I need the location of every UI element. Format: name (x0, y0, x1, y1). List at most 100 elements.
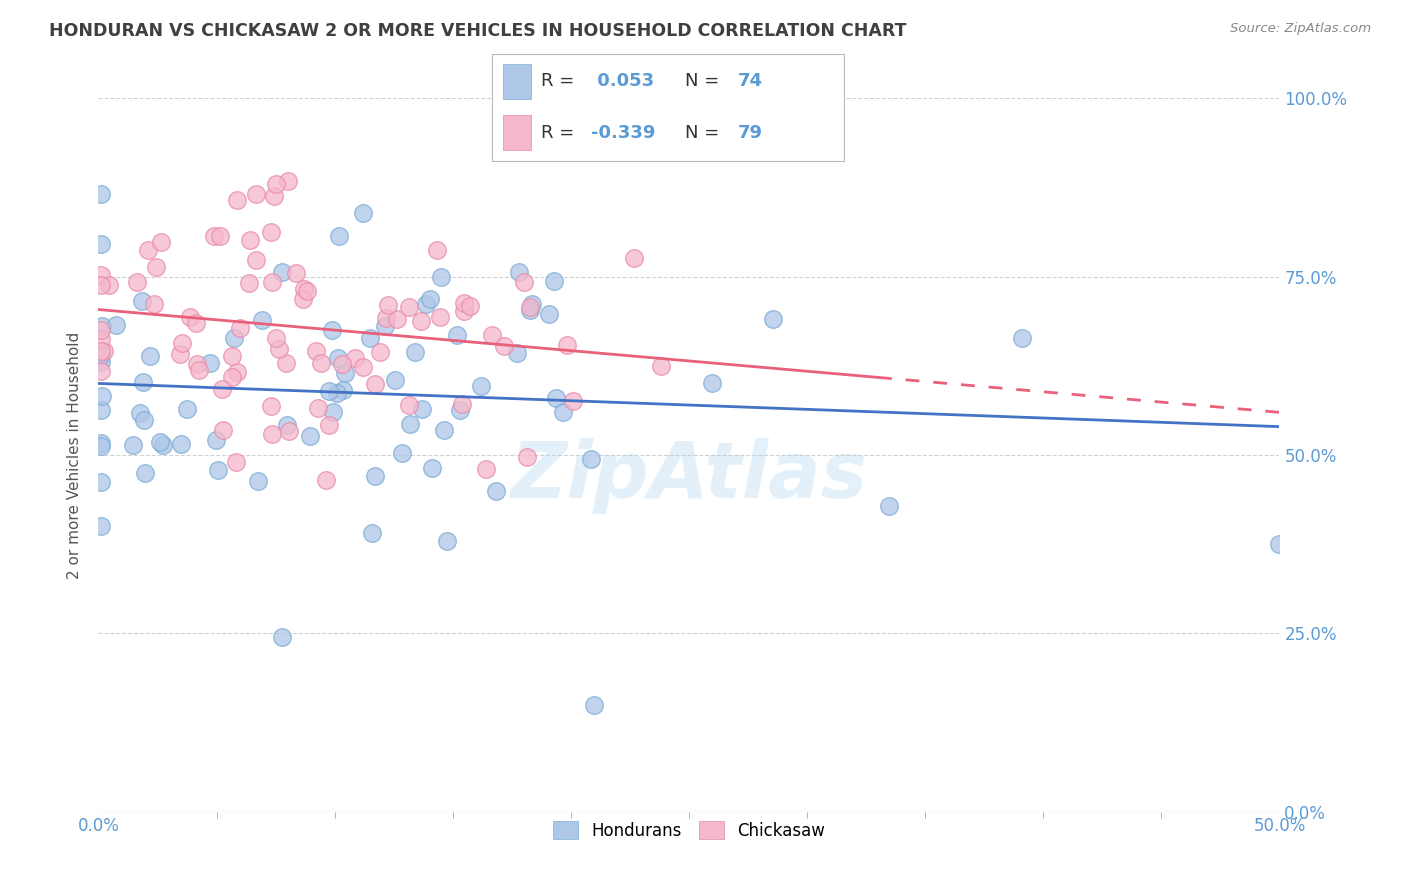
Point (90, 519, 112, 533)
Text: R =: R = (541, 124, 581, 142)
Point (239, 233, 262, 247)
Point (318, 384, 340, 398)
Point (352, 206, 374, 220)
Point (623, 251, 645, 265)
Point (429, 310, 451, 325)
Point (330, 357, 353, 371)
Point (551, 405, 574, 419)
Point (91, 389, 114, 403)
Point (516, 450, 538, 464)
Point (318, 418, 340, 433)
Point (270, 265, 292, 279)
Point (90, 439, 112, 453)
Point (132, 375, 155, 389)
Text: 79: 79 (738, 124, 763, 142)
Point (238, 276, 260, 290)
Point (352, 359, 374, 374)
Point (90, 402, 112, 417)
Point (91, 319, 114, 334)
Point (555, 338, 578, 352)
Point (333, 366, 356, 380)
Point (128, 406, 150, 420)
Point (453, 304, 475, 318)
Point (419, 292, 441, 306)
Point (506, 345, 529, 359)
Point (277, 174, 299, 188)
Point (561, 394, 583, 409)
Point (131, 294, 153, 309)
Point (246, 475, 269, 489)
Point (202, 228, 225, 243)
Point (453, 295, 475, 310)
Point (278, 424, 301, 438)
Point (474, 462, 496, 476)
Point (344, 351, 367, 365)
Point (374, 319, 396, 334)
Point (1011, 331, 1033, 345)
Point (512, 276, 534, 290)
Point (90, 277, 112, 292)
Bar (503, 115, 531, 150)
Point (295, 284, 318, 298)
Point (222, 331, 245, 345)
Point (332, 383, 354, 397)
Point (307, 401, 329, 416)
Point (322, 405, 344, 419)
Point (136, 243, 159, 257)
Point (169, 347, 191, 361)
Point (436, 534, 458, 549)
Point (470, 378, 492, 392)
Point (519, 300, 541, 314)
Point (205, 433, 228, 447)
Point (90, 268, 112, 282)
Point (299, 428, 322, 442)
Point (650, 359, 672, 373)
Point (583, 698, 606, 712)
Point (260, 225, 283, 239)
Legend: Hondurans, Chickasaw: Hondurans, Chickasaw (547, 814, 831, 847)
Point (519, 302, 541, 317)
Point (145, 260, 167, 274)
Point (415, 297, 437, 311)
Point (391, 445, 413, 459)
Point (105, 318, 128, 332)
Point (245, 253, 267, 268)
Point (326, 351, 349, 365)
Point (285, 266, 308, 280)
Point (398, 398, 420, 412)
Point (363, 377, 385, 392)
Point (450, 403, 472, 417)
Point (420, 460, 443, 475)
Text: N =: N = (686, 72, 725, 90)
Point (187, 363, 209, 377)
Y-axis label: 2 or more Vehicles in Household: 2 or more Vehicles in Household (67, 331, 83, 579)
Point (263, 189, 285, 203)
Point (458, 300, 481, 314)
Point (260, 275, 283, 289)
Point (90, 435, 112, 450)
Point (399, 417, 422, 432)
Point (368, 344, 391, 359)
Point (359, 331, 381, 345)
Text: 0.053: 0.053 (591, 72, 654, 90)
Point (211, 423, 233, 437)
Point (426, 243, 449, 257)
Point (375, 310, 398, 325)
Point (325, 386, 347, 401)
Point (520, 297, 543, 311)
Point (404, 345, 426, 359)
Point (90, 236, 112, 251)
Point (494, 339, 516, 353)
Point (385, 312, 408, 326)
Point (90, 332, 112, 346)
Point (579, 451, 602, 466)
Point (260, 399, 283, 413)
Point (292, 282, 315, 296)
Point (260, 426, 283, 441)
Point (250, 313, 273, 327)
Point (97, 277, 120, 292)
Text: R =: R = (541, 72, 581, 90)
Point (433, 424, 456, 438)
Point (139, 349, 162, 363)
Point (761, 312, 783, 326)
